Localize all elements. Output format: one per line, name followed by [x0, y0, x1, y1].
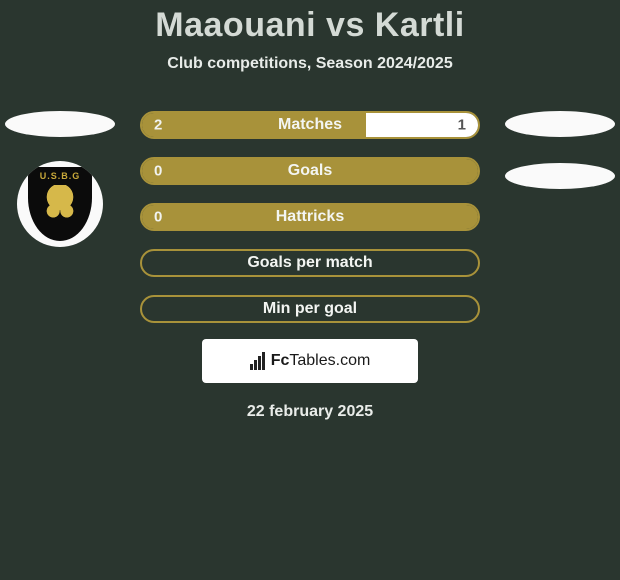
player-photo-placeholder-left — [5, 111, 115, 137]
left-player-column: U.S.B.G — [0, 111, 120, 247]
stat-label: Matches — [278, 116, 342, 134]
stat-bar: 0 Hattricks — [140, 203, 480, 231]
club-badge-left: U.S.B.G — [17, 161, 103, 247]
page-subtitle: Club competitions, Season 2024/2025 — [0, 55, 620, 73]
club-badge-placeholder-right — [505, 163, 615, 189]
brand-logo-icon — [250, 352, 265, 370]
stat-right-value: 1 — [458, 117, 466, 134]
stat-label: Hattricks — [276, 208, 344, 226]
brand-prefix: Fc — [271, 352, 290, 369]
snapshot-date: 22 february 2025 — [0, 403, 620, 421]
right-player-column — [500, 111, 620, 189]
stat-left-value: 0 — [154, 209, 162, 226]
club-badge-emblem — [43, 185, 77, 225]
stat-bar: 0 Goals — [140, 157, 480, 185]
stat-bars: 2 1 Matches 0 Goals 0 Hattricks Goals per match… — [140, 111, 480, 323]
brand-suffix: Tables.com — [289, 352, 370, 369]
club-badge-shield: U.S.B.G — [28, 167, 92, 241]
brand-text: FcTables.com — [271, 352, 371, 370]
club-badge-abbrev: U.S.B.G — [40, 171, 81, 181]
player-photo-placeholder-right — [505, 111, 615, 137]
stat-left-value: 2 — [154, 117, 162, 134]
stat-bar: Min per goal — [140, 295, 480, 323]
stat-label: Goals — [288, 162, 332, 180]
page-title: Maaouani vs Kartli — [0, 6, 620, 45]
stat-left-value: 0 — [154, 163, 162, 180]
comparison-content: U.S.B.G 2 1 Matches 0 Goals 0 Hattricks Goals p… — [0, 111, 620, 421]
stat-bar: 2 1 Matches — [140, 111, 480, 139]
header: Maaouani vs Kartli Club competitions, Se… — [0, 0, 620, 73]
stat-bar: Goals per match — [140, 249, 480, 277]
brand-card[interactable]: FcTables.com — [202, 339, 418, 383]
stat-label: Goals per match — [247, 254, 372, 272]
stat-label: Min per goal — [263, 300, 357, 318]
